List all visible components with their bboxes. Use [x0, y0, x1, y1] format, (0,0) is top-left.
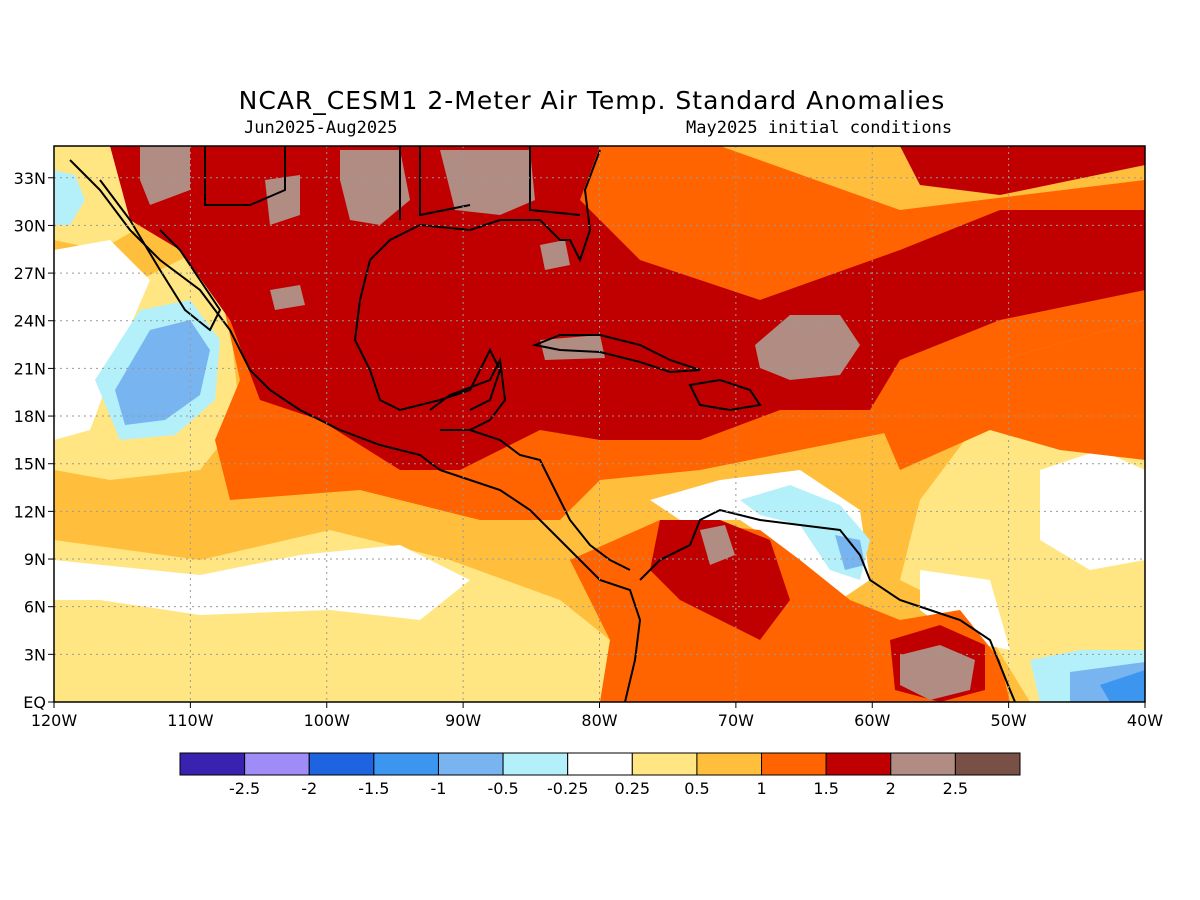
lat-tick-label: 33N	[14, 169, 46, 188]
colorbar-label: -2.5	[229, 779, 260, 798]
colorbar: -2.5 -2 -1.5 -1 -0.5 -0.25 0.25 0.5 1 1.5 2 2.5	[179, 752, 1021, 798]
field-neutral-guiana	[920, 570, 1010, 650]
field-cool-caribbean-core	[835, 535, 865, 570]
chart-title: NCAR_CESM1 2-Meter Air Temp. Standard An…	[238, 86, 946, 115]
lat-tick-label: 30N	[14, 216, 46, 235]
field-strong-warm-sa1	[650, 520, 790, 640]
lat-tick-label: 15N	[14, 455, 46, 474]
field-cool-caribbean	[740, 485, 870, 580]
forecast-period: Jun2025-Aug2025	[244, 118, 398, 138]
colorbar-label: -2	[301, 779, 317, 798]
coast-yucatan	[429, 356, 507, 431]
lon-tick-label: 70W	[718, 711, 754, 730]
field-extreme-9	[700, 525, 735, 565]
colorbar-label: -1	[430, 779, 446, 798]
field-extreme-6	[755, 315, 860, 380]
colorbar-label: -1.5	[358, 779, 389, 798]
lon-axis: 120W 110W 100W 90W 80W 70W 60W 50W 40W	[31, 702, 1163, 730]
lat-tick-label: EQ	[23, 693, 46, 712]
lat-tick-label: 21N	[14, 359, 46, 378]
lat-tick-label: 9N	[24, 550, 46, 569]
colorbar-label: 0.25	[614, 779, 650, 798]
colorbar-label: -0.25	[547, 779, 588, 798]
colorbar-swatch	[890, 752, 956, 776]
field-cool-nw	[54, 170, 85, 225]
coast-south-america	[639, 508, 1016, 702]
colorbar-swatch	[631, 752, 698, 776]
field-neutral-east	[1040, 450, 1145, 570]
field-strong-warm-east	[900, 146, 1145, 195]
colorbar-swatch	[761, 752, 827, 776]
lat-tick-label: 24N	[14, 312, 46, 331]
coast-cuba	[531, 334, 701, 374]
lat-axis: 33N 30N 27N 24N 21N 18N 15N 12N 9N 6N 3N EQ	[14, 169, 54, 712]
colorbar-swatch	[373, 752, 439, 776]
coast-gulf	[353, 149, 601, 412]
coastlines	[69, 146, 1016, 702]
lat-tick-label: 6N	[24, 598, 46, 617]
colorbar-label: 1.5	[813, 779, 838, 798]
field-strong-warm-main	[110, 146, 1145, 470]
field-neutral-west	[54, 240, 150, 440]
colorbar-label: 2.5	[943, 779, 968, 798]
lon-tick-label: 80W	[581, 711, 617, 730]
lon-tick-label: 90W	[445, 711, 481, 730]
colorbar-swatch	[308, 752, 375, 776]
colorbar-label: -0.5	[487, 779, 518, 798]
field-extreme-1	[140, 146, 190, 205]
colorbar-label: 1	[756, 779, 766, 798]
colorbar-swatch	[244, 752, 310, 776]
coast-hispaniola	[688, 378, 762, 412]
colorbar-swatch	[825, 752, 892, 776]
initial-conditions: May2025 initial conditions	[686, 118, 953, 138]
coast-central-america	[469, 429, 631, 571]
lat-tick-label: 12N	[14, 502, 46, 521]
field-extreme-2	[340, 150, 410, 225]
lat-tick-label: 27N	[14, 264, 46, 283]
colorbar-label: 0.5	[684, 779, 709, 798]
field-extreme-5	[270, 285, 305, 310]
colorbar-label: 2	[886, 779, 896, 798]
colorbar-swatch	[696, 752, 763, 776]
coast-us-border	[204, 146, 581, 220]
coast-mexico-pacific	[69, 159, 642, 702]
colorbar-swatch	[567, 752, 633, 776]
field-extreme-4	[265, 175, 300, 225]
coast-baja	[99, 179, 222, 332]
field-cool-atlantic-deep	[1100, 670, 1145, 702]
field-extreme-7	[540, 240, 570, 270]
field-warm-atlantic	[870, 320, 1145, 470]
lat-tick-label: 3N	[24, 645, 46, 664]
field-extreme-10	[540, 335, 605, 360]
field-mild-south	[54, 530, 610, 702]
lon-tick-label: 60W	[854, 711, 890, 730]
colorbar-swatch	[437, 752, 504, 776]
colorbar-swatch	[954, 752, 1021, 776]
colorbar-swatch	[502, 752, 569, 776]
lon-tick-label: 40W	[1127, 711, 1163, 730]
lon-tick-label: 110W	[167, 711, 214, 730]
field-neutral-southwest	[54, 545, 470, 620]
field-extreme-3	[440, 150, 535, 215]
field-extreme-8	[900, 645, 975, 700]
anomaly-field	[54, 146, 1145, 702]
lat-tick-label: 18N	[14, 407, 46, 426]
lon-tick-label: 100W	[304, 711, 351, 730]
field-mild-north	[54, 146, 135, 250]
lon-tick-label: 50W	[991, 711, 1027, 730]
lon-tick-label: 120W	[31, 711, 78, 730]
field-cool-baja-core	[115, 320, 210, 425]
colorbar-swatch	[179, 752, 246, 776]
